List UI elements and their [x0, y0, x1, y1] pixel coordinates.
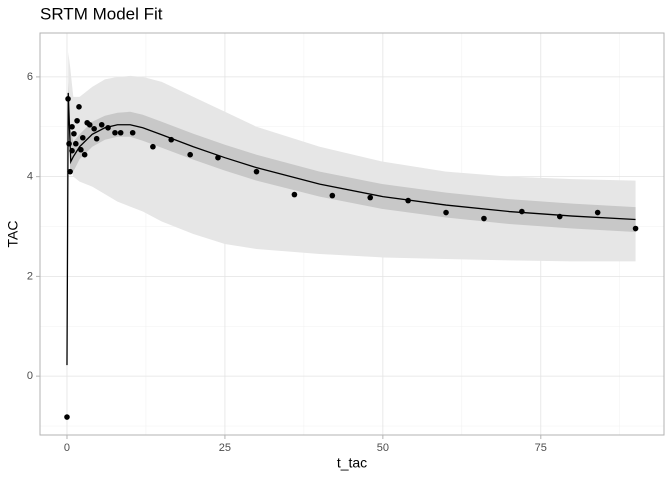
data-point — [253, 168, 260, 175]
data-point — [91, 125, 97, 132]
panel-border — [39, 32, 665, 436]
data-point — [556, 213, 563, 220]
data-point — [481, 215, 487, 222]
data-point — [291, 191, 298, 198]
confidence-band — [68, 51, 636, 262]
fit-line — [66, 92, 636, 366]
y-axis-label: TAC — [5, 221, 21, 248]
data-point — [73, 140, 79, 147]
data-point — [69, 123, 75, 130]
data-point — [78, 146, 84, 153]
data-point — [443, 209, 449, 216]
data-point — [632, 225, 639, 232]
data-point — [594, 209, 601, 216]
x-tick-label: 75 — [535, 442, 547, 454]
x-axis-label: t_tac — [337, 455, 367, 471]
data-point — [187, 151, 193, 158]
data-point — [66, 140, 72, 147]
data-point — [150, 143, 156, 150]
data-point — [367, 194, 374, 201]
y-tick-label: 4 — [27, 171, 33, 183]
data-point — [105, 124, 111, 131]
x-tick-label: 25 — [219, 442, 231, 454]
data-point — [79, 134, 86, 141]
data-point — [86, 121, 93, 128]
data-point — [168, 136, 175, 143]
data-point — [519, 208, 525, 215]
data-point — [71, 130, 77, 137]
data-point — [129, 129, 136, 136]
data-point — [405, 197, 411, 204]
data-point — [215, 154, 221, 161]
data-point — [67, 168, 73, 175]
data-point — [76, 104, 82, 110]
data-point — [93, 135, 100, 142]
data-point — [65, 96, 71, 102]
chart-title: SRTM Model Fit — [40, 4, 163, 23]
x-tick-label: 50 — [377, 442, 389, 454]
data-point — [64, 414, 70, 420]
data-point — [112, 129, 118, 136]
y-tick-label: 6 — [27, 71, 33, 83]
data-point — [98, 121, 105, 128]
data-point — [74, 117, 80, 124]
y-tick-label: 2 — [27, 270, 33, 282]
data-point — [69, 147, 75, 154]
y-tick-label: 0 — [27, 370, 33, 382]
x-tick-label: 0 — [64, 442, 70, 454]
data-point — [81, 151, 88, 158]
data-point — [117, 129, 124, 136]
data-point — [329, 192, 336, 199]
